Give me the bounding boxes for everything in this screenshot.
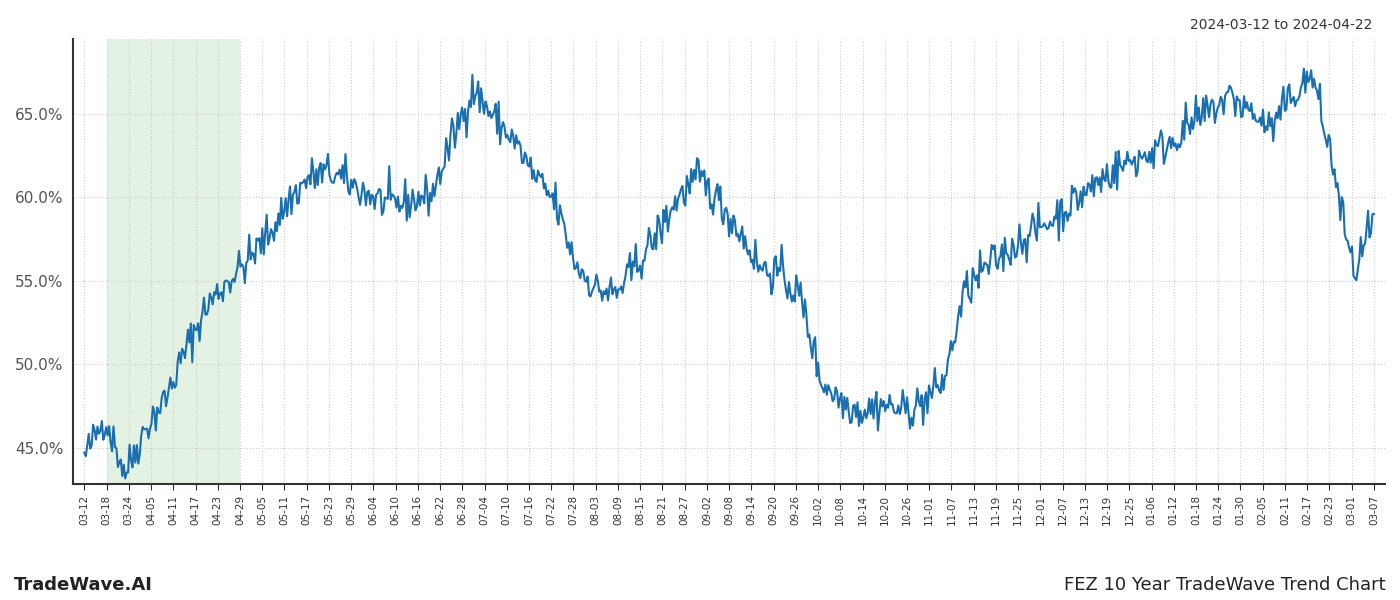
Text: 2024-03-12 to 2024-04-22: 2024-03-12 to 2024-04-22 [1190, 18, 1372, 32]
Bar [106, 39, 239, 484]
Text: FEZ 10 Year TradeWave Trend Chart: FEZ 10 Year TradeWave Trend Chart [1064, 576, 1386, 594]
Text: TradeWave.AI: TradeWave.AI [14, 576, 153, 594]
